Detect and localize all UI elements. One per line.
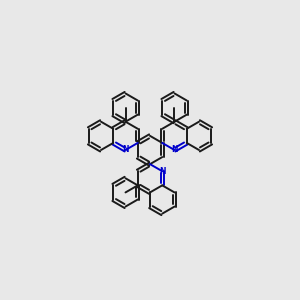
Text: N: N (171, 146, 178, 154)
Text: N: N (122, 146, 129, 154)
Text: N: N (159, 167, 166, 176)
